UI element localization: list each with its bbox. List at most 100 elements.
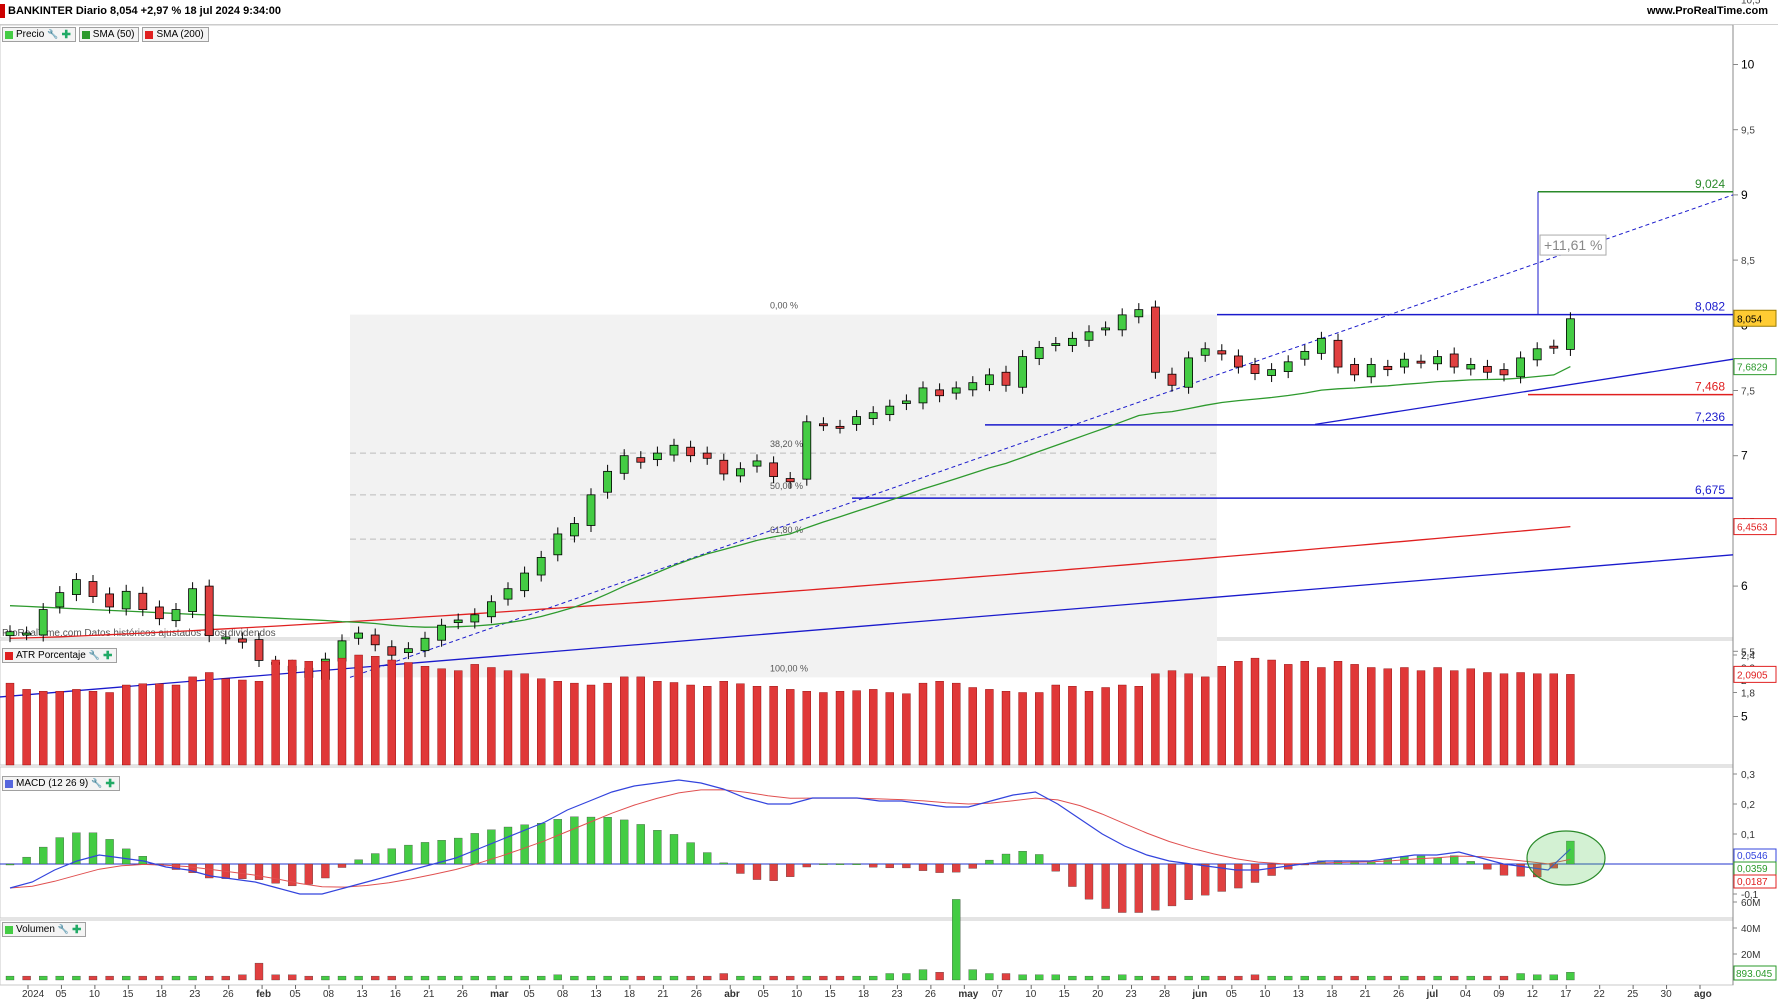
candle-body xyxy=(852,416,861,425)
wrench-icon[interactable]: 🔧 xyxy=(91,778,103,788)
macd-histogram-bar xyxy=(968,863,977,869)
candle-body xyxy=(835,425,845,429)
volume-bar xyxy=(22,975,31,981)
atr-bar xyxy=(902,693,911,766)
macd-line xyxy=(9,779,1571,895)
plus-icon[interactable]: ✚ xyxy=(61,29,71,41)
volume-bar xyxy=(553,974,562,981)
wrench-icon[interactable]: 🔧 xyxy=(88,650,101,660)
macd-histogram-bar xyxy=(769,863,778,881)
candle-body xyxy=(1101,327,1110,331)
macd-histogram-bar xyxy=(1167,863,1177,907)
atr-bar xyxy=(1068,686,1077,766)
volume-legend: Volumen 🔧 ✚ xyxy=(2,922,87,937)
legend-price[interactable]: Precio 🔧 ✚ xyxy=(2,27,76,42)
volume-bar xyxy=(669,975,679,981)
atr-bar xyxy=(1466,668,1476,766)
macd-histogram-bar xyxy=(1566,840,1575,865)
x-tick-label: may xyxy=(958,989,978,1000)
candle-body xyxy=(868,412,878,419)
x-tick-label: 21 xyxy=(1360,989,1372,1000)
legend-sma200[interactable]: SMA (200) xyxy=(142,27,209,42)
volume-bar xyxy=(354,975,363,981)
sma200-line xyxy=(9,525,1571,639)
legend-volume[interactable]: Volumen 🔧 ✚ xyxy=(2,922,87,937)
candle-body xyxy=(1350,364,1359,376)
wrench-icon[interactable]: 🔧 xyxy=(47,29,59,39)
volume-bar xyxy=(1267,975,1276,981)
candle-body xyxy=(105,593,114,608)
sma50-swatch xyxy=(81,30,90,39)
macd-highlight-circle xyxy=(1526,830,1606,886)
candle-body xyxy=(1134,309,1144,318)
legend-macd[interactable]: MACD (12 26 9) 🔧 ✚ xyxy=(2,776,120,791)
volume-bar xyxy=(1217,975,1226,981)
candle-body xyxy=(736,468,745,477)
volume-bar xyxy=(935,972,944,981)
volume-bar xyxy=(918,969,928,981)
candle-body xyxy=(1516,357,1525,378)
plus-icon[interactable]: ✚ xyxy=(72,924,82,936)
candle-body xyxy=(1433,356,1442,365)
atr-bar xyxy=(952,682,961,766)
price-legend: Precio 🔧 ✚ SMA (50) SMA (200) xyxy=(2,27,209,42)
price-tick-label: 8 xyxy=(1741,318,1748,332)
macd-histogram-bar xyxy=(1300,863,1309,866)
plus-icon[interactable]: ✚ xyxy=(103,650,113,662)
volume-bar xyxy=(171,975,181,981)
atr-tick-label: 2,4 xyxy=(1741,651,1755,662)
wrench-icon[interactable]: 🔧 xyxy=(57,924,70,934)
x-tick-label: 15 xyxy=(122,989,134,1000)
atr-bar xyxy=(221,678,231,766)
volume-bar xyxy=(487,975,496,981)
short-trendline xyxy=(1314,358,1734,426)
volume-bar xyxy=(72,975,81,981)
volume-bar xyxy=(454,975,463,981)
volume-bar xyxy=(985,973,994,981)
atr-bar xyxy=(1167,670,1177,766)
macd-histogram-bar xyxy=(537,823,546,865)
macd-legend: MACD (12 26 9) 🔧 ✚ xyxy=(2,776,120,791)
macd-histogram-bar xyxy=(719,862,728,865)
atr-tick-label: 1,8 xyxy=(1741,689,1755,700)
macd-histogram-bar xyxy=(835,863,845,865)
legend-macd-label: MACD (12 26 9) xyxy=(16,778,89,789)
candle-body xyxy=(520,572,529,592)
macd-histogram-bar xyxy=(669,834,679,865)
candle-body xyxy=(719,459,729,475)
volume-bar xyxy=(1250,974,1260,981)
atr-bar xyxy=(520,673,529,766)
legend-atr[interactable]: ATR Porcentaje 🔧 ✚ xyxy=(2,648,118,663)
volume-bar xyxy=(1433,975,1442,981)
atr-bar xyxy=(719,681,728,766)
atr-bar xyxy=(570,682,579,766)
panel-border-0 xyxy=(0,24,1734,639)
x-tick-label: 23 xyxy=(891,989,903,1000)
legend-sma200-label: SMA (200) xyxy=(156,29,204,40)
atr-bar xyxy=(138,683,148,766)
macd-histogram-bar xyxy=(88,832,98,865)
macd-histogram-bar xyxy=(271,863,280,884)
candle-body xyxy=(337,640,347,662)
volume-bar xyxy=(620,975,629,981)
candle-body xyxy=(88,581,98,597)
atr-bar xyxy=(918,682,928,766)
atr-bar xyxy=(1184,673,1193,766)
x-tick-label: 13 xyxy=(1293,989,1305,1000)
volume-bar xyxy=(321,975,330,981)
legend-sma50[interactable]: SMA (50) xyxy=(78,27,140,42)
app-logo xyxy=(0,4,5,18)
macd-histogram-bar xyxy=(1151,863,1160,911)
volume-bar xyxy=(719,973,728,981)
site-link[interactable]: www.ProRealTime.com xyxy=(1646,5,1768,17)
volume-bar xyxy=(138,975,147,981)
macd-histogram-bar xyxy=(354,859,363,865)
long-trendline xyxy=(0,554,1734,698)
macd-histogram-bar xyxy=(1317,860,1326,865)
level-label: 9,024 xyxy=(1695,177,1725,191)
macd-histogram-bar xyxy=(1051,863,1060,872)
x-tick-label: 15 xyxy=(825,989,837,1000)
atr-bar xyxy=(1200,676,1210,766)
plus-icon[interactable]: ✚ xyxy=(105,778,115,790)
volume-bar xyxy=(1001,973,1011,981)
